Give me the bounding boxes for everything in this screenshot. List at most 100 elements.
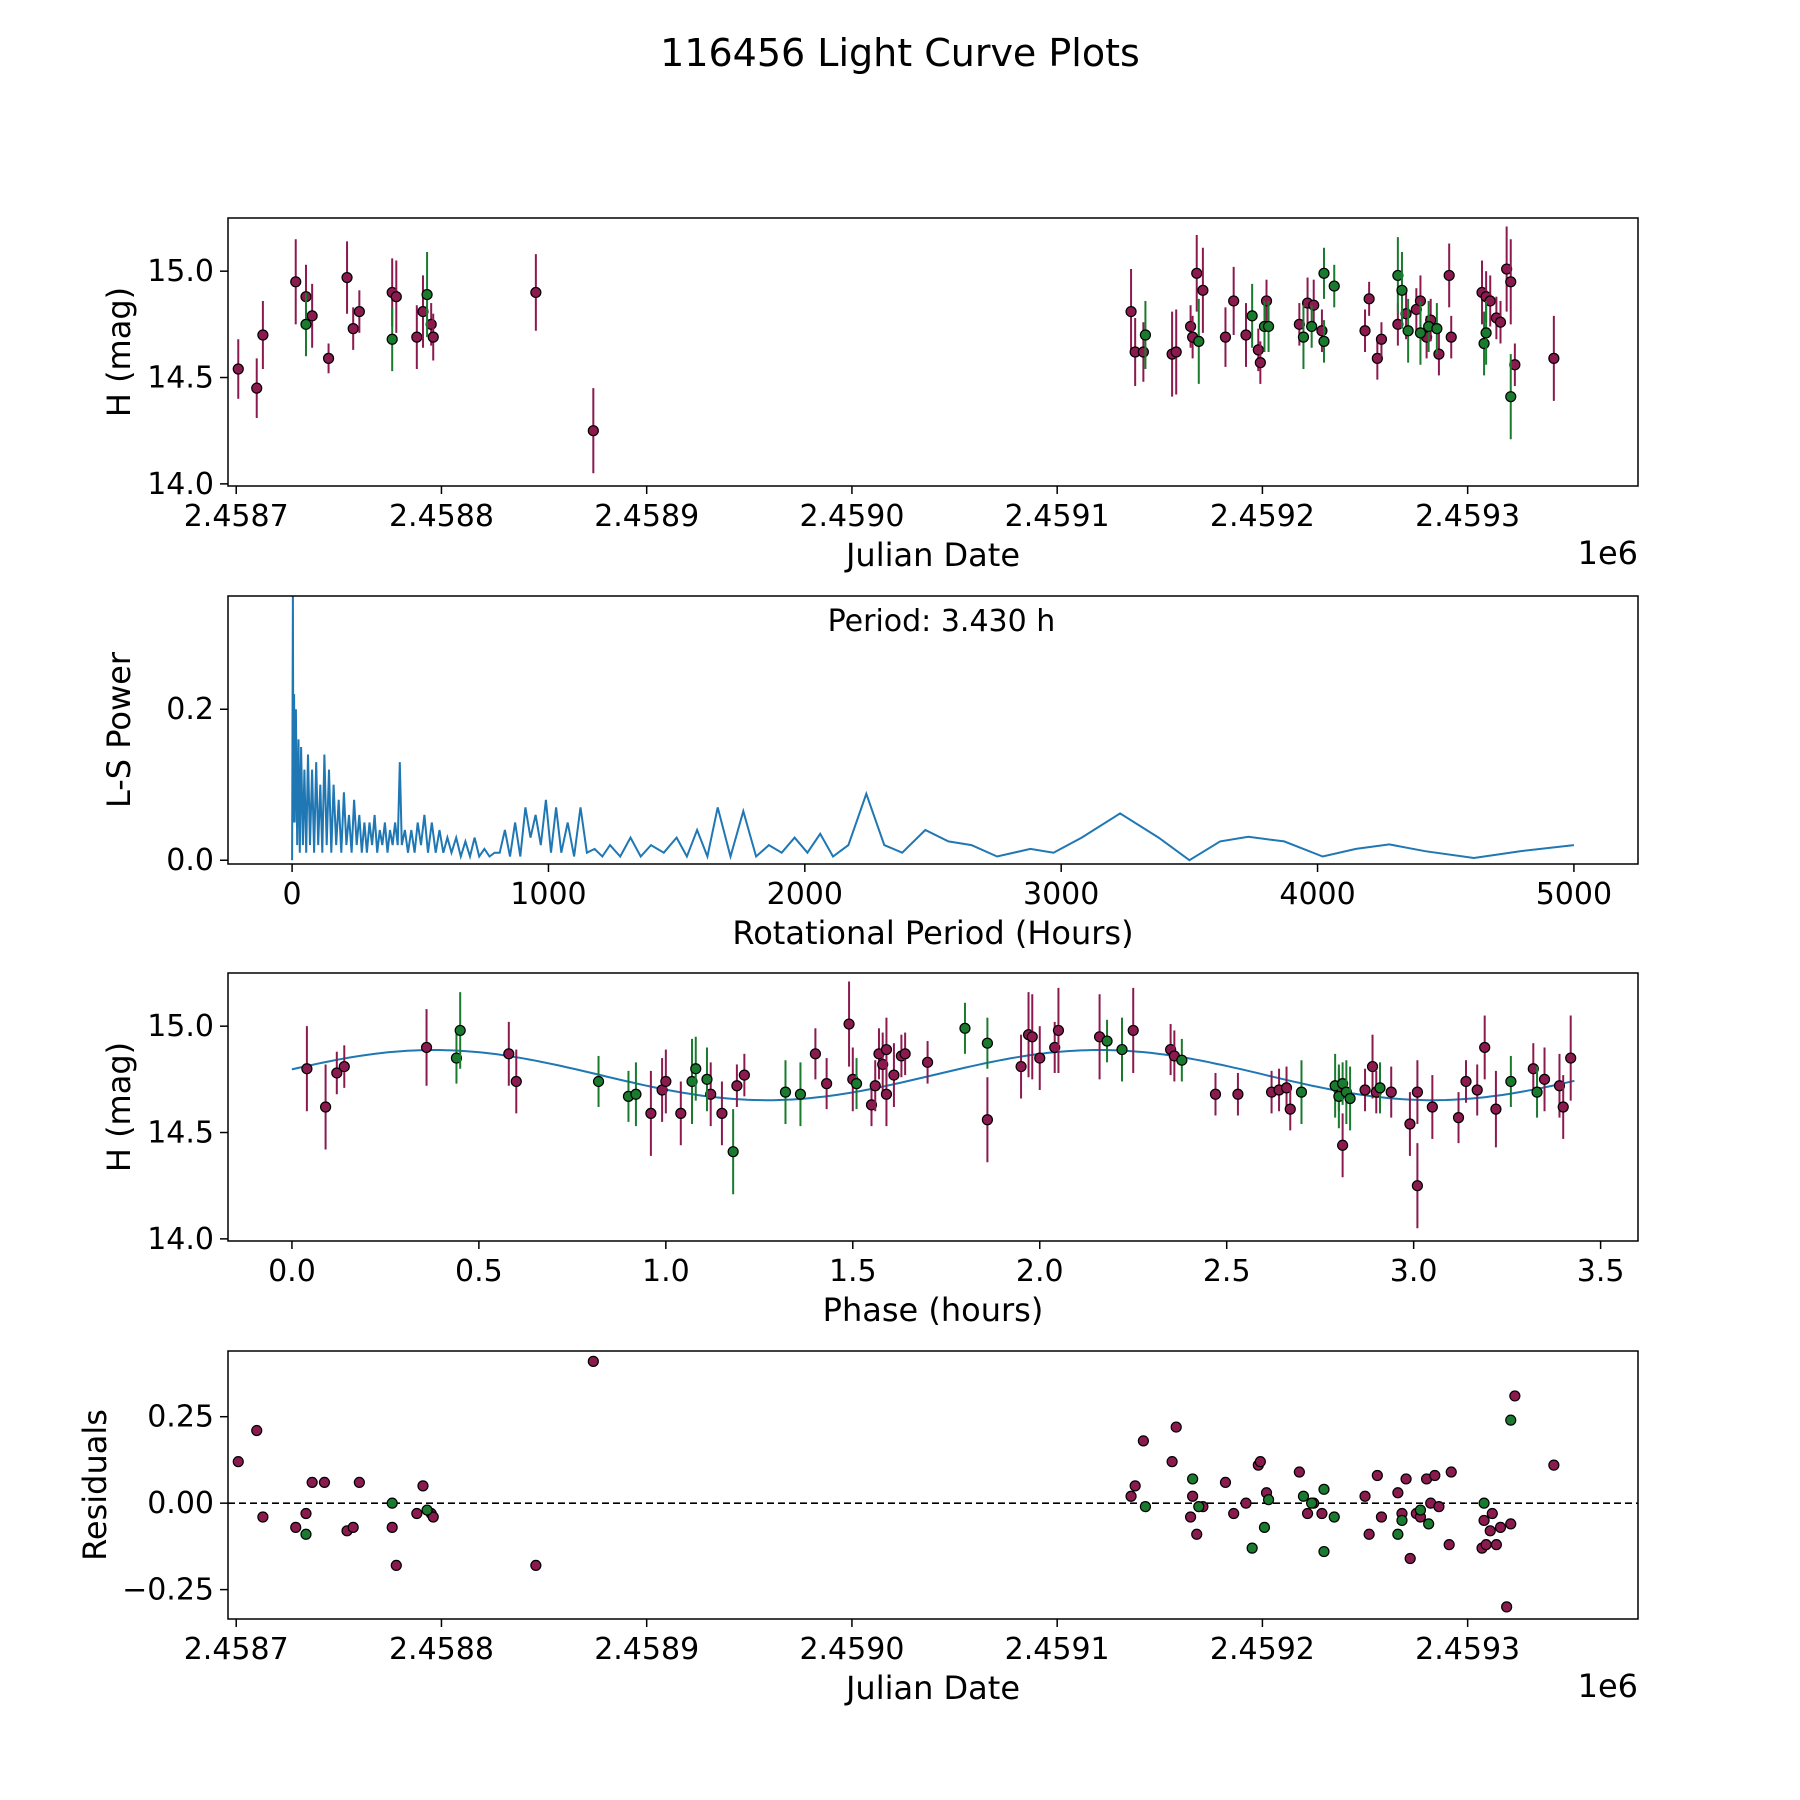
lightcurve-xtick-label: 2.4592 [1210,499,1315,534]
residuals-xlabel: Julian Date [844,1669,1020,1707]
phase-point-red [877,1058,889,1071]
residuals-point-red [306,1476,318,1489]
residuals-point-red [251,1424,263,1437]
residuals-point-red [1129,1480,1141,1492]
lightcurve-point-red [587,425,599,437]
residuals-point-red [1443,1539,1455,1551]
residuals-point-green [1246,1542,1258,1554]
phase-point-red [420,1041,433,1054]
residuals-point-green [386,1497,398,1509]
phase-xtick-label: 1.5 [829,1254,877,1289]
residuals-point-green [1258,1521,1271,1533]
phase-point-red [1385,1086,1397,1098]
residuals-point-red [1301,1507,1314,1520]
lightcurve-point-red [1170,346,1182,358]
lightcurve-point-red [347,323,359,335]
residuals-point-red [1490,1539,1502,1551]
phase-xtick-label: 2.0 [1016,1254,1064,1289]
phase-point-green [1374,1082,1386,1094]
residuals-point-red [1509,1390,1521,1402]
lightcurve-point-green [1414,327,1427,339]
lightcurve-point-red [1445,331,1457,343]
periodogram-xtick-label: 3000 [1023,877,1099,912]
lightcurve-point-red [353,305,365,318]
phase-point-red [1471,1084,1483,1096]
phase-point-red [1411,1086,1423,1098]
phase-point-red [1049,1041,1061,1054]
residuals-point-red [1184,1511,1197,1523]
residuals-point-red [1125,1490,1137,1502]
phase-point-green [1531,1086,1543,1098]
phase-xtick-label: 3.5 [1577,1254,1625,1289]
lightcurve-point-red [322,352,335,364]
phase-point-red [338,1060,350,1073]
lightcurve-ytick-label: 15.0 [147,254,214,289]
phase-panel: 0.0 0.5 1.0 1.5 2.0 2.5 3.0 3.5 14.0 14.5 15.0 Phas… [100,972,1639,1329]
lightcurve-point-red [1137,346,1149,358]
phase-ytick-label: 14.5 [147,1116,214,1151]
lightcurve-xtick-label: 2.4587 [184,499,289,534]
residuals-point-green [1318,1483,1330,1495]
phase-point-green [1344,1092,1356,1105]
residuals-point-red [300,1507,312,1520]
residuals-xtick-label: 2.4591 [1005,1632,1110,1667]
residuals-point-green [1139,1501,1152,1513]
lightcurve-point-red [1494,316,1507,328]
residuals-xtick-label: 2.4590 [799,1632,904,1667]
lightcurve-point-red [1505,276,1517,288]
phase-point-red [1553,1080,1566,1092]
phase-point-red [1052,1024,1065,1037]
lightcurve-xtick-label: 2.4593 [1415,499,1520,534]
phase-point-red [1490,1103,1502,1115]
periodogram-xtick-label: 0 [283,877,302,912]
phase-point-red [731,1080,743,1092]
periodogram-ytick-label: 0.0 [166,843,214,878]
lightcurve-point-red [1433,348,1445,360]
lightcurve-point-red [290,276,302,288]
lightcurve-point-red [1316,325,1328,337]
phase-point-green [1295,1086,1308,1098]
lightcurve-point-green [1139,329,1152,341]
lightcurve-frame [227,217,1639,487]
lightcurve-point-red [1219,331,1232,343]
lightcurve-point-green [1396,284,1408,296]
residuals-point-red [1478,1514,1490,1527]
phase-point-red [331,1067,343,1079]
lightcurve-xtick-label: 2.4591 [1005,499,1110,534]
residuals-point-green [1414,1504,1427,1516]
residuals-xtick-label: 2.4589 [594,1632,699,1667]
lightcurve-xtick-label: 2.4588 [389,499,494,534]
phase-point-red [1280,1082,1293,1094]
lightcurve-point-green [1318,335,1330,347]
residuals-point-red [1219,1476,1232,1489]
phase-point-green [454,1024,466,1037]
residuals-point-green [1396,1514,1408,1527]
lightcurve-point-red [1125,305,1137,318]
lightcurve-xtick-label: 2.4589 [594,499,699,534]
residuals-panel: 2.4587 2.4588 2.4589 2.4590 2.4591 2.4592 2.45… [76,1350,1639,1707]
residuals-point-red [1359,1490,1371,1502]
lightcurve-point-red [1308,299,1320,311]
residuals-point-red [1166,1456,1178,1468]
phase-point-red [1452,1112,1465,1124]
phase-point-red [1127,1024,1139,1037]
periodogram-power-line [291,596,1575,862]
phase-point-red [888,1069,900,1081]
phase-point-green [727,1146,739,1158]
lightcurve-point-red [1197,284,1209,296]
phase-point-red [301,1063,313,1075]
lightcurve-point-green [1328,280,1340,292]
residuals-point-red [1494,1521,1507,1533]
phase-ytick-label: 14.0 [147,1222,214,1257]
phase-point-red [1015,1060,1027,1073]
lightcurve-point-red [1240,329,1252,341]
residuals-point-red [1254,1456,1266,1468]
phase-point-green [592,1075,605,1088]
phase-point-red [716,1107,728,1119]
residuals-point-red [530,1559,542,1572]
lightcurve-point-red [411,331,423,343]
periodogram-panel: 0 1000 2000 3000 4000 5000 0.0 0.2 Rotational Pe… [100,595,1639,952]
phase-point-red [880,1043,893,1056]
phase-point-green [794,1088,807,1100]
